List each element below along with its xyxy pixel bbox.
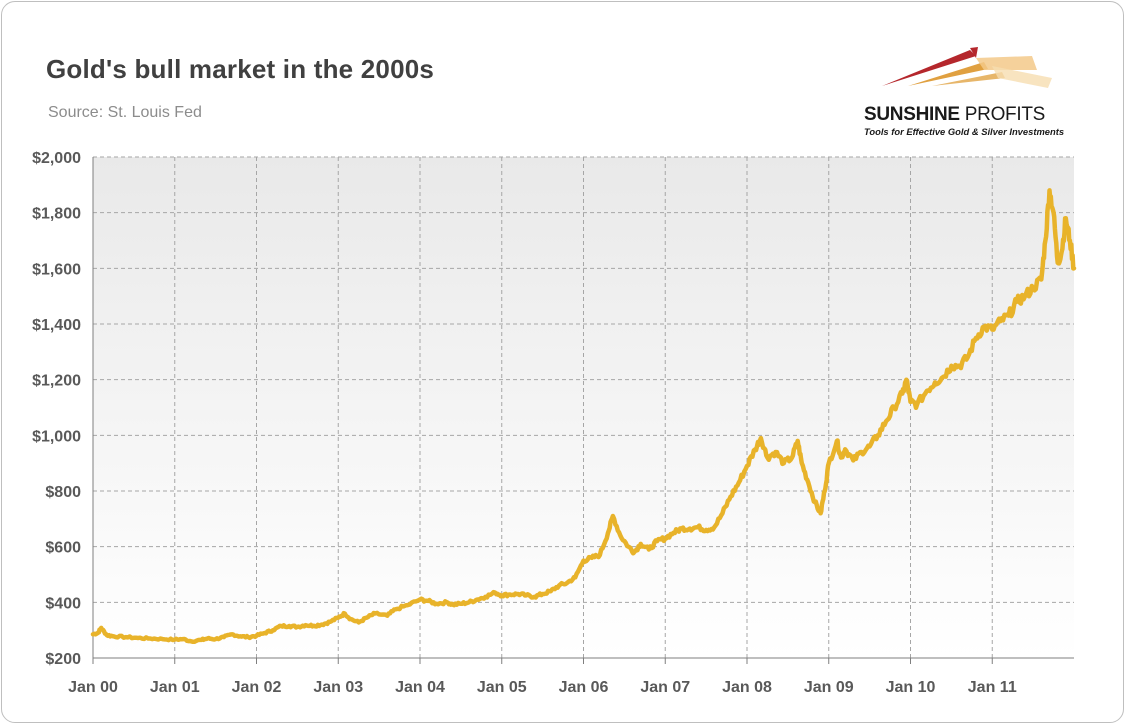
- y-tick-label: $400: [45, 595, 81, 612]
- y-tick-label: $200: [45, 651, 81, 668]
- y-tick-label: $2,000: [32, 150, 81, 167]
- y-tick-label: $1,000: [32, 428, 81, 445]
- y-tick-label: $1,400: [32, 317, 81, 334]
- x-tick-label: Jan 07: [640, 679, 690, 696]
- y-tick-label: $1,600: [32, 261, 81, 278]
- y-tick-label: $800: [45, 484, 81, 501]
- y-tick-label: $600: [45, 540, 81, 557]
- logo-name: SUNSHINE PROFITS: [864, 104, 1046, 125]
- x-tick-label: Jan 05: [477, 679, 527, 696]
- x-tick-label: Jan 00: [68, 679, 118, 696]
- x-tick-label: Jan 08: [722, 679, 772, 696]
- x-tick-label: Jan 04: [395, 679, 445, 696]
- chart-title: Gold's bull market in the 2000s: [46, 54, 435, 84]
- x-tick-label: Jan 09: [804, 679, 854, 696]
- chart-subtitle: Source: St. Louis Fed: [48, 104, 202, 121]
- x-tick-label: Jan 06: [559, 679, 609, 696]
- x-tick-label: Jan 03: [313, 679, 363, 696]
- x-tick-label: Jan 02: [232, 679, 282, 696]
- y-tick-label: $1,200: [32, 373, 81, 390]
- logo-tagline: Tools for Effective Gold & Silver Invest…: [864, 126, 1065, 137]
- x-tick-label: Jan 11: [968, 679, 1017, 696]
- plot-area: [93, 157, 1074, 658]
- x-tick-label: Jan 01: [150, 679, 200, 696]
- sunshine-profits-logo: SUNSHINE PROFITS Tools for Effective Gol…: [852, 28, 1077, 146]
- x-tick-label: Jan 10: [886, 679, 936, 696]
- y-tick-label: $1,800: [32, 206, 81, 223]
- logo-arrows-icon: [882, 47, 1052, 88]
